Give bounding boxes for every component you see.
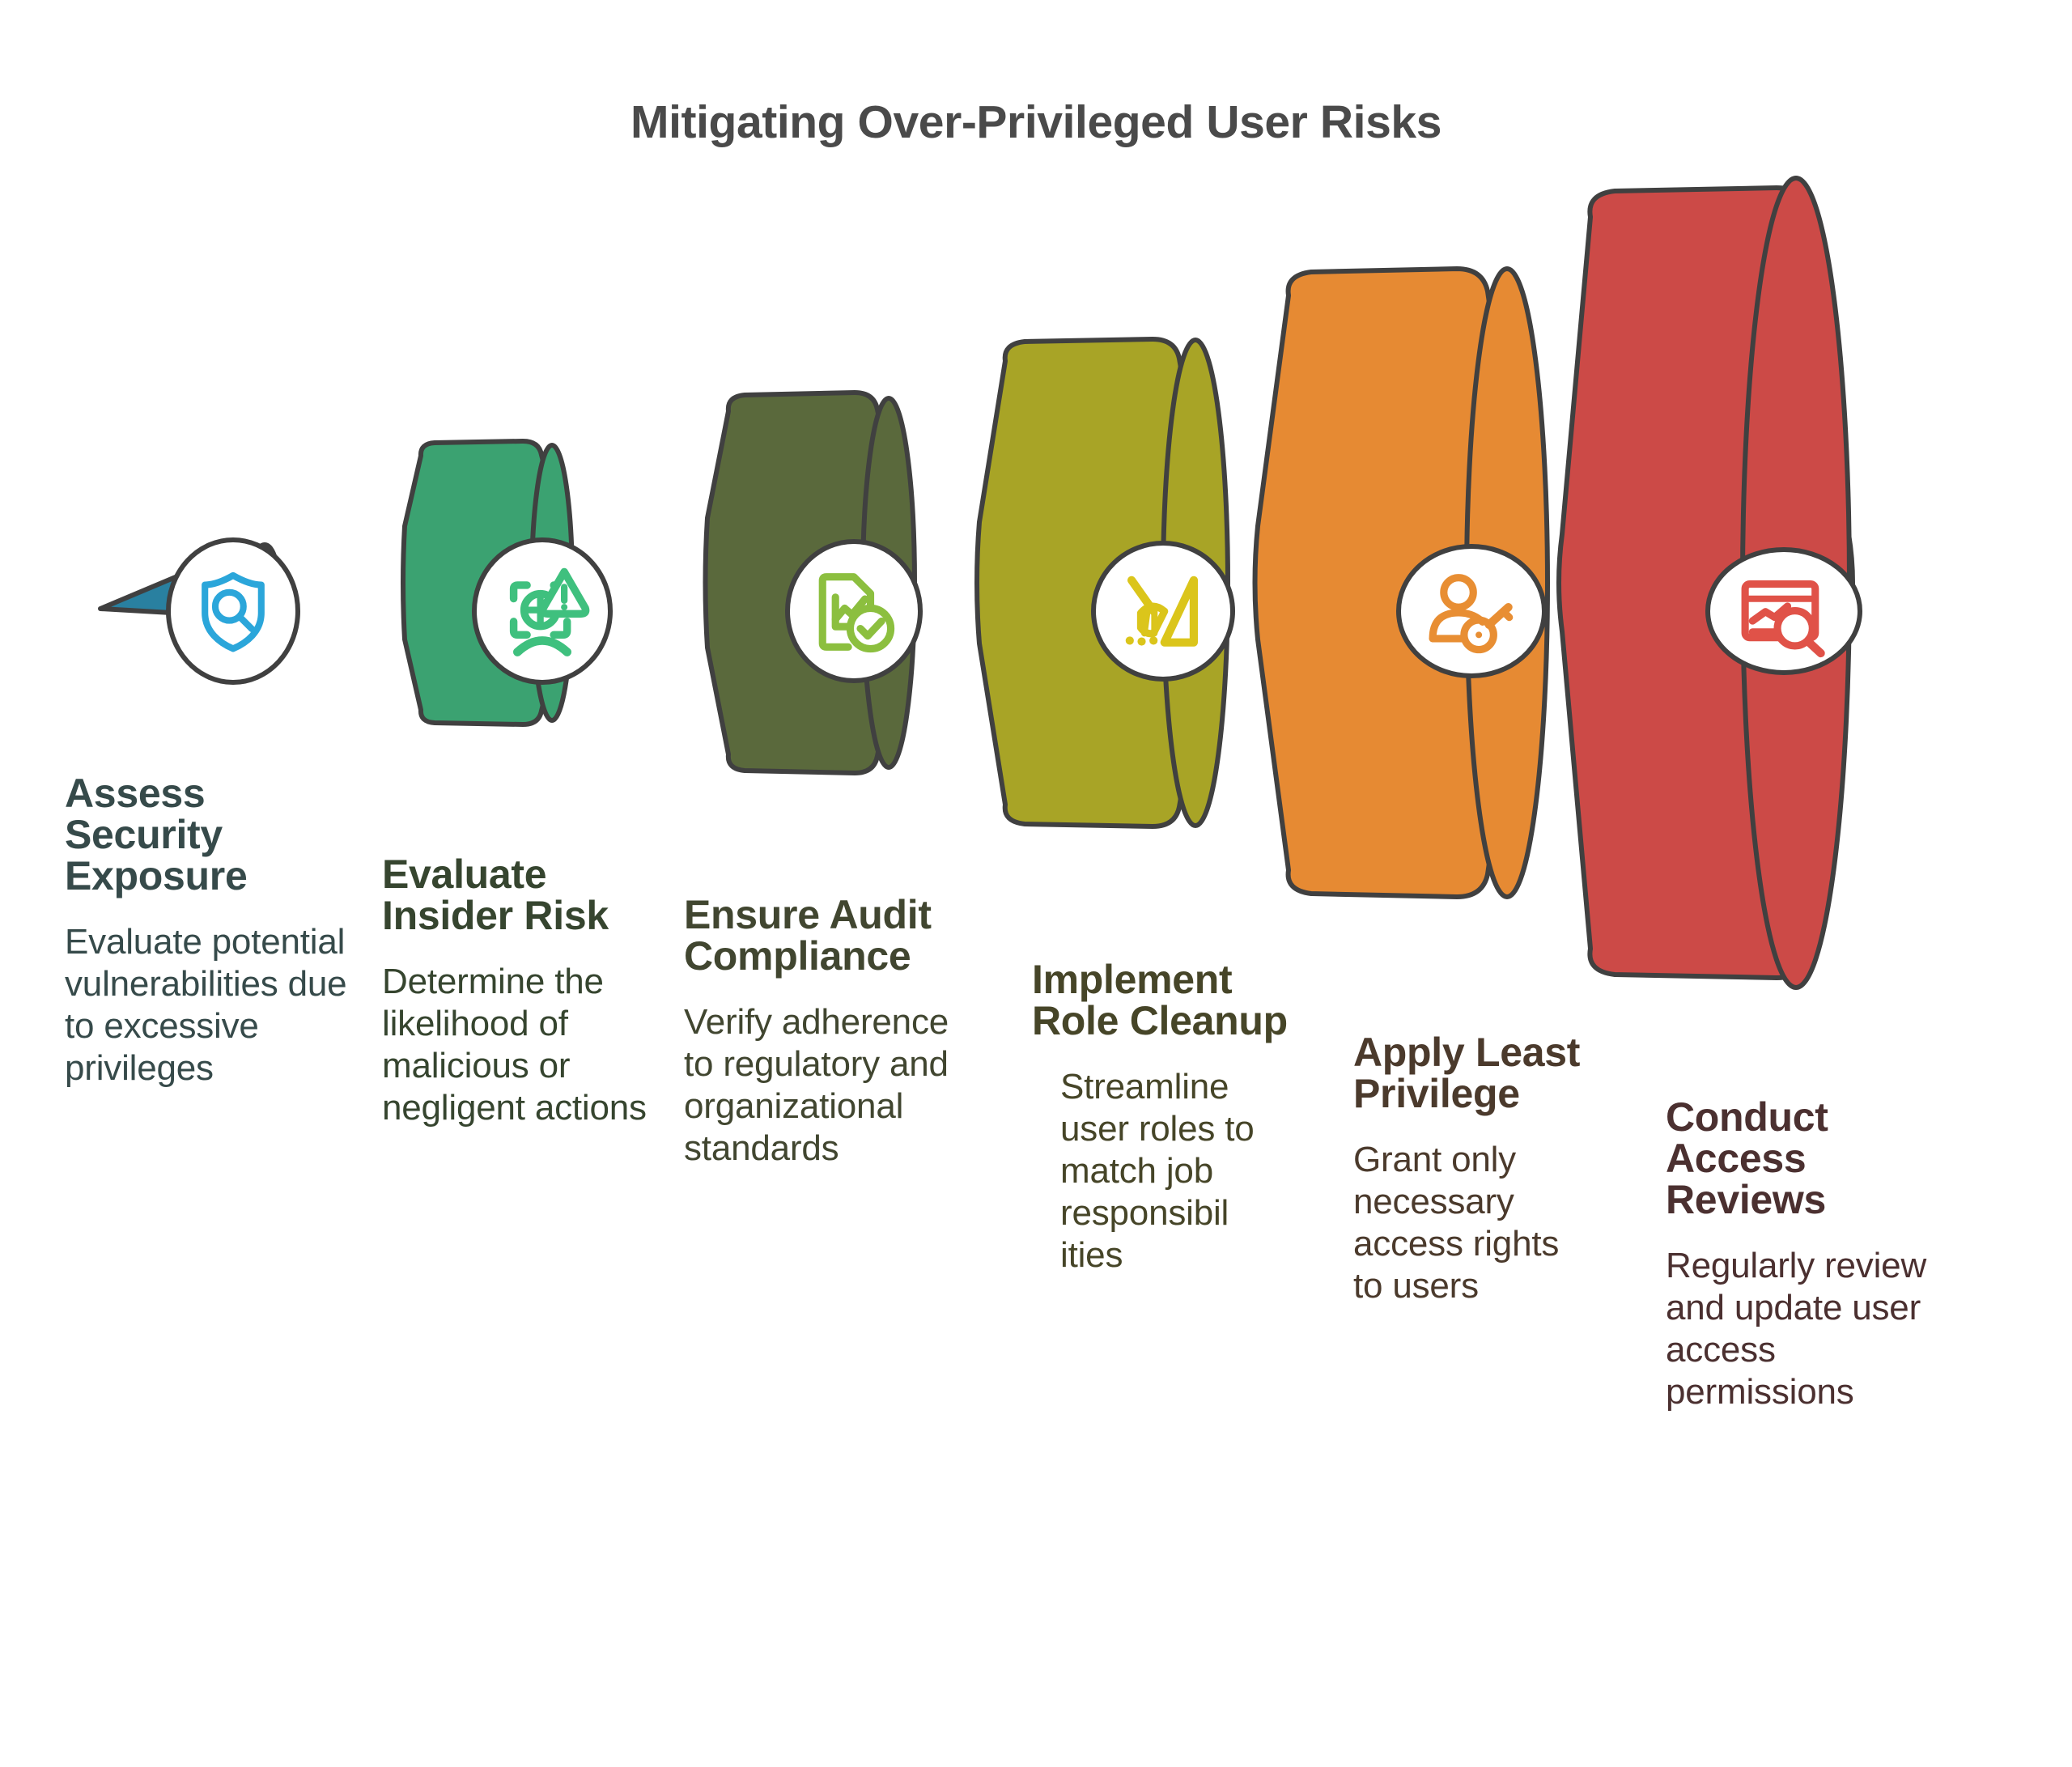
- stage-icon-badge-1: [166, 537, 300, 685]
- stage-icon-badge-3: [785, 539, 923, 683]
- funnel-segment-5: [1252, 266, 1550, 899]
- stage-description-3: Verify adherence to regulatory and organ…: [684, 1002, 949, 1168]
- stage-label-6: Conduct Access Reviews Regularly review …: [1666, 1097, 1941, 1413]
- stage-label-5: Apply Least Privilege Grant only necessa…: [1353, 1032, 1596, 1307]
- stage-label-4: Implement Role Cleanup Streamline user r…: [1032, 959, 1299, 1276]
- stage-heading-3: Ensure Audit Compliance: [684, 892, 932, 979]
- stage-label-2: Evaluate Insider Risk Determine the like…: [382, 854, 649, 1129]
- stage-heading-2: Evaluate Insider Risk: [382, 852, 609, 938]
- stage-description-1: Evaluate potential vulnerabilities due t…: [65, 922, 347, 1088]
- stage-icon-badge-5: [1396, 544, 1547, 678]
- stage-icon-badge-6: [1705, 547, 1862, 675]
- stage-heading-1: Assess Security Exposure: [65, 771, 248, 898]
- stage-description-4: Streamline user roles to match job respo…: [1060, 1067, 1255, 1275]
- stage-description-2: Determine the likelihood of malicious or…: [382, 962, 647, 1128]
- funnel-diagram: [98, 176, 1862, 990]
- funnel-segment-4: [974, 337, 1230, 829]
- stage-icon-badge-2: [472, 537, 613, 685]
- stage-label-1: Assess Security Exposure Evaluate potent…: [65, 773, 356, 1090]
- stage-heading-6: Conduct Access Reviews: [1666, 1094, 1828, 1222]
- page-title: Mitigating Over-Privileged User Risks: [630, 96, 1441, 148]
- stage-description-6: Regularly review and update user access …: [1666, 1246, 1927, 1412]
- stage-heading-4: Implement Role Cleanup: [1032, 957, 1288, 1043]
- stage-description-5: Grant only necessary access rights to us…: [1353, 1140, 1560, 1306]
- stage-icon-badge-4: [1091, 541, 1235, 682]
- stage-label-3: Ensure Audit Compliance Verify adherence…: [684, 894, 975, 1170]
- stage-heading-5: Apply Least Privilege: [1353, 1030, 1581, 1116]
